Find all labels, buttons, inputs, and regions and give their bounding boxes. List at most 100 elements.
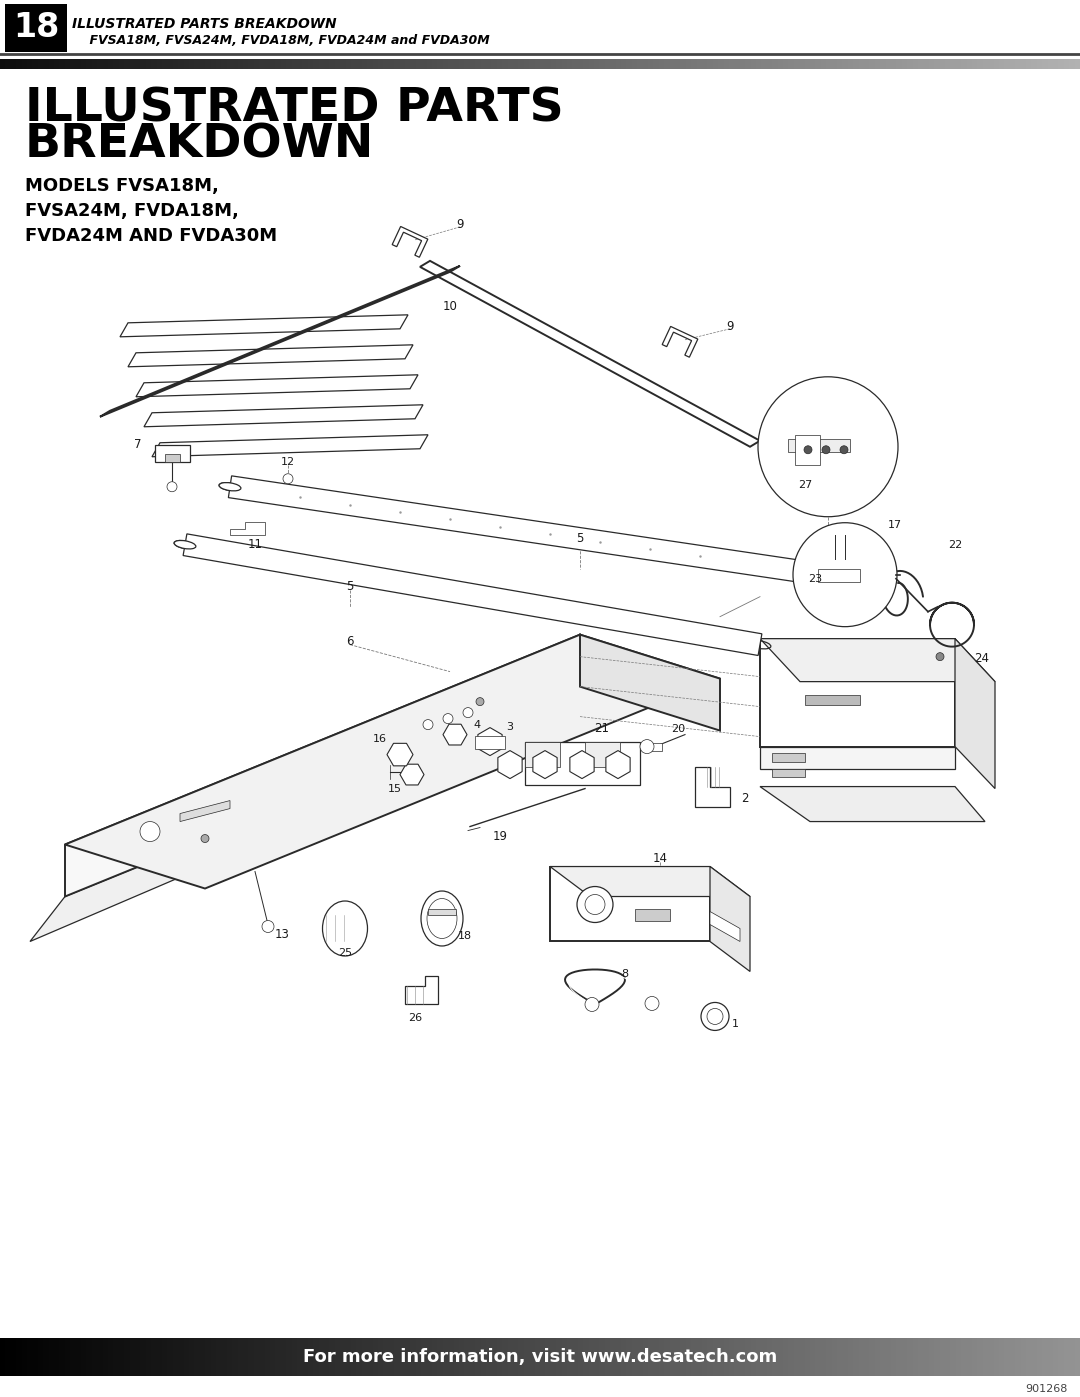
Bar [713, 1338, 719, 1376]
Text: 26: 26 [408, 1013, 422, 1024]
Bar [43, 1338, 50, 1376]
Bar [351, 59, 357, 68]
Polygon shape [635, 908, 670, 922]
Bar [416, 59, 422, 68]
Bar [167, 59, 174, 68]
Bar [902, 59, 908, 68]
Polygon shape [165, 454, 180, 462]
Polygon shape [30, 687, 580, 942]
Bar [707, 1338, 714, 1376]
Bar [918, 1338, 924, 1376]
Ellipse shape [427, 898, 457, 939]
Circle shape [423, 719, 433, 729]
Bar [194, 59, 201, 68]
Bar [340, 1338, 347, 1376]
Bar [616, 59, 622, 68]
Polygon shape [144, 405, 423, 426]
Polygon shape [772, 768, 805, 777]
Text: 24: 24 [974, 652, 989, 665]
Bar [999, 1338, 1005, 1376]
Bar [329, 59, 336, 68]
Bar [92, 1338, 98, 1376]
Text: 20: 20 [671, 724, 685, 733]
Bar [497, 59, 503, 68]
Bar [594, 1338, 600, 1376]
Text: 23: 23 [808, 574, 822, 584]
Bar [265, 1338, 271, 1376]
Bar [189, 1338, 195, 1376]
Bar [610, 1338, 617, 1376]
Bar [157, 1338, 163, 1376]
Bar [319, 1338, 325, 1376]
Bar [653, 59, 660, 68]
Polygon shape [405, 977, 438, 1004]
Bar [767, 59, 773, 68]
Bar [745, 1338, 752, 1376]
Bar [27, 59, 33, 68]
Bar [340, 59, 347, 68]
Bar [135, 59, 141, 68]
Bar [297, 1338, 303, 1376]
Bar [621, 1338, 627, 1376]
Text: 7: 7 [134, 439, 141, 451]
Polygon shape [580, 634, 720, 731]
Bar [464, 59, 471, 68]
Bar [686, 1338, 692, 1376]
Bar [205, 1338, 212, 1376]
Bar [848, 1338, 854, 1376]
Bar [864, 59, 870, 68]
Bar [76, 1338, 82, 1376]
Bar [373, 59, 379, 68]
Bar [837, 1338, 843, 1376]
Bar [956, 1338, 962, 1376]
Polygon shape [129, 345, 413, 367]
Bar [842, 1338, 849, 1376]
Bar [886, 59, 892, 68]
Bar [718, 59, 725, 68]
Bar [826, 1338, 833, 1376]
Bar [535, 1338, 541, 1376]
Bar [38, 1338, 44, 1376]
Bar [254, 1338, 260, 1376]
Bar [659, 1338, 665, 1376]
Bar [729, 1338, 735, 1376]
Bar [324, 59, 330, 68]
Bar [437, 59, 444, 68]
Bar [32, 1338, 39, 1376]
Bar [1010, 1338, 1016, 1376]
Bar [653, 1338, 660, 1376]
Bar [1048, 1338, 1054, 1376]
Circle shape [822, 446, 831, 454]
Polygon shape [818, 569, 860, 581]
Polygon shape [477, 728, 502, 756]
Text: 2: 2 [741, 792, 748, 805]
Bar [934, 59, 941, 68]
Bar [1069, 59, 1076, 68]
Bar [767, 1338, 773, 1376]
Bar [783, 1338, 789, 1376]
Bar [578, 59, 584, 68]
Bar [481, 59, 487, 68]
Polygon shape [760, 746, 955, 768]
Polygon shape [525, 742, 561, 767]
Bar [65, 59, 71, 68]
Bar [173, 59, 179, 68]
Bar [432, 1338, 438, 1376]
Text: 18: 18 [13, 11, 59, 45]
Polygon shape [805, 694, 860, 704]
Bar [211, 59, 217, 68]
Bar [648, 1338, 654, 1376]
Bar [470, 1338, 476, 1376]
Polygon shape [65, 634, 580, 897]
Circle shape [476, 697, 484, 705]
Bar [902, 1338, 908, 1376]
Bar [907, 1338, 914, 1376]
Text: 19: 19 [492, 830, 508, 842]
Bar [778, 59, 784, 68]
Text: 9: 9 [456, 218, 463, 232]
Bar [130, 1338, 136, 1376]
Text: 1: 1 [731, 1020, 739, 1030]
Bar [572, 1338, 579, 1376]
Bar [988, 1338, 995, 1376]
Bar [427, 1338, 433, 1376]
